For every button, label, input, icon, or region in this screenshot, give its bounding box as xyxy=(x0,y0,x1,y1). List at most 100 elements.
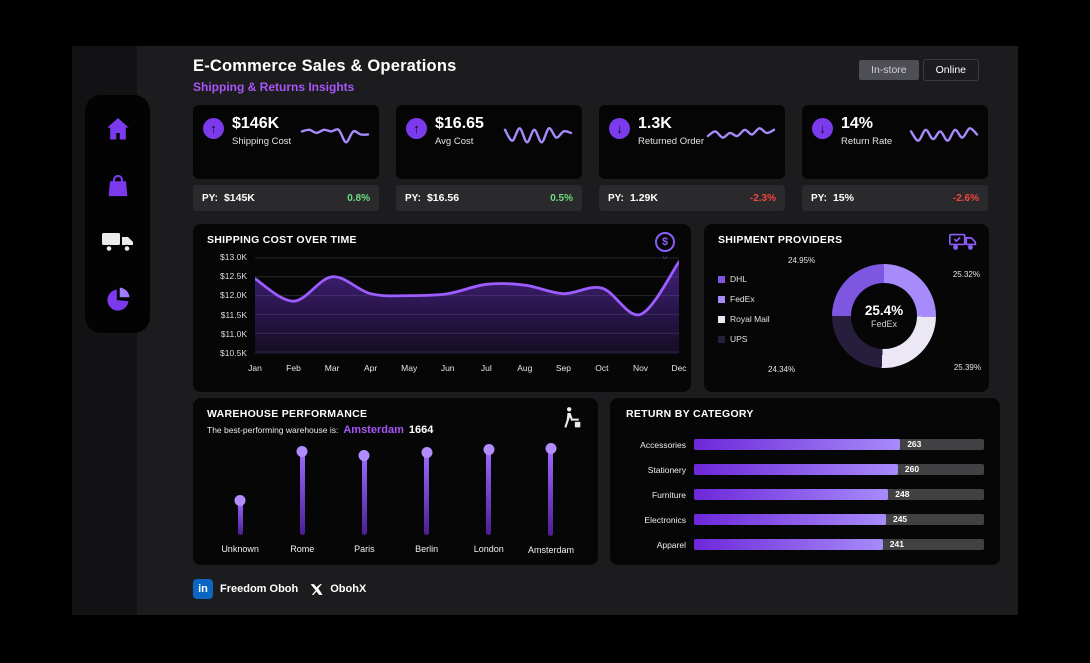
py-delta: -2.6% xyxy=(952,192,979,204)
warehouse-performance-panel: WAREHOUSE PERFORMANCE The best-performin… xyxy=(193,398,598,565)
donut-wrap: 25.4% FedEx xyxy=(832,264,936,368)
lollipop-stem xyxy=(483,444,495,535)
legend-label: UPS xyxy=(730,334,748,344)
warehouse-subtitle: The best-performing warehouse is: Amster… xyxy=(207,424,433,436)
lollipop-column[interactable]: London xyxy=(458,444,520,554)
kpi-row: ↑ $146K Shipping Cost PY: $145K 0.8% ↑ $… xyxy=(193,105,988,211)
kpi-label: Returned Order xyxy=(638,136,705,147)
x-axis-tick: Mar xyxy=(324,363,340,373)
linkedin-icon[interactable]: in xyxy=(193,579,213,599)
lollipop-label: Unknown xyxy=(221,544,259,554)
py-label: PY: xyxy=(811,192,827,204)
lollipop-label: Berlin xyxy=(415,544,439,554)
lollipop-column[interactable]: Unknown xyxy=(209,448,271,554)
kpi-main: ↑ $16.65 Avg Cost xyxy=(396,105,582,179)
bar-track: 245 xyxy=(694,514,984,525)
donut-center-value: 25.4% xyxy=(864,303,904,318)
x-axis-tick: Apr xyxy=(363,363,378,373)
py-delta: 0.5% xyxy=(550,192,573,204)
lollipop-dot xyxy=(296,446,308,457)
credits: in Freedom Oboh ObohX xyxy=(193,579,366,599)
kpi-card-shipping-cost: ↑ $146K Shipping Cost PY: $145K 0.8% xyxy=(193,105,379,211)
delivery-truck-icon xyxy=(101,233,133,253)
bar-track: 241 xyxy=(694,539,984,550)
legend-label: FedEx xyxy=(730,294,755,304)
shipping-cost-panel: SHIPPING COST OVER TIME $ ⌄ $13.0K $12.5K… xyxy=(193,224,691,392)
toggle-in-store[interactable]: In-store xyxy=(859,60,919,80)
middle-row: SHIPPING COST OVER TIME $ ⌄ $13.0K $12.5K… xyxy=(193,224,989,392)
kpi-card-returned-order: ↓ 1.3K Returned Order PY: 1.29K -2.3% xyxy=(599,105,785,211)
legend-item[interactable]: DHL xyxy=(718,274,770,284)
legend-item[interactable]: UPS xyxy=(718,334,770,344)
x-axis-tick: Feb xyxy=(286,363,301,373)
returns-panel-title: RETURN BY CATEGORY xyxy=(626,408,754,420)
delivery-check-icon xyxy=(949,232,977,257)
bar-row: Furniture 248 xyxy=(620,482,984,507)
donut-center-label: FedEx xyxy=(870,319,897,329)
lollipop-stem xyxy=(545,443,557,536)
lollipop-dot xyxy=(358,450,370,461)
x-axis-labels: Jan Feb Mar Apr May Jun Jul Aug Sep Oct Nov Dec xyxy=(248,363,686,375)
legend-swatch xyxy=(718,275,725,283)
lollipop-column[interactable]: Rome xyxy=(271,446,333,554)
y-axis-tick: $12.0K xyxy=(220,290,247,301)
shipment-providers-panel: SHIPMENT PROVIDERS DHL FedEx Royal Mail UPS… xyxy=(704,224,989,392)
x-axis-tick: May xyxy=(401,363,418,373)
nav-item-home[interactable] xyxy=(101,112,135,146)
shipping-cost-area-chart[interactable] xyxy=(255,255,679,355)
bar-row: Electronics 245 xyxy=(620,507,984,532)
nav-item-orders[interactable] xyxy=(101,169,135,203)
toggle-online[interactable]: Online xyxy=(922,59,980,81)
nav-panel xyxy=(85,95,150,333)
y-axis-labels: $13.0K $12.5K $12.0K $11.5K $11.0K $10.5K xyxy=(201,252,247,358)
y-axis-tick: $10.5K xyxy=(220,347,247,358)
bar-category-label: Furniture xyxy=(651,489,686,500)
sparkline-chart xyxy=(300,128,370,144)
nav-item-analytics[interactable] xyxy=(101,282,135,316)
y-axis-tick: $12.5K xyxy=(220,271,247,282)
lollipop-dot xyxy=(421,447,433,458)
py-value: 1.29K xyxy=(629,192,658,204)
x-axis-tick: Jan xyxy=(248,363,262,373)
pie-chart-icon xyxy=(106,287,129,311)
bar-category-label: Stationery xyxy=(647,464,686,475)
donut-center: 25.4% FedEx xyxy=(832,264,936,368)
bar-value-label: 248 xyxy=(895,489,910,499)
x-axis-tick: Sep xyxy=(555,363,571,373)
y-axis-tick: $11.0K xyxy=(220,328,247,339)
bar[interactable] xyxy=(694,489,889,500)
shopping-bag-icon xyxy=(108,174,127,196)
py-delta: 0.8% xyxy=(347,192,370,204)
kpi-card-return-rate: ↓ 14% Return Rate PY: 15% -2.6% xyxy=(802,105,988,211)
bar-value-label: 241 xyxy=(889,539,904,549)
donut-callout-ups: 24.34% xyxy=(768,365,796,374)
sparkline-chart xyxy=(706,127,776,139)
lollipop-column[interactable]: Amsterdam xyxy=(520,443,582,555)
shipping-panel-title: SHIPPING COST OVER TIME xyxy=(207,234,357,246)
lollipop-column[interactable]: Berlin xyxy=(396,447,458,554)
dollar-shipping-icon: $ ⌄ xyxy=(653,232,677,262)
bar-track: 263 xyxy=(694,439,984,450)
py-value: $16.56 xyxy=(426,192,460,204)
kpi-value: 1.3K xyxy=(638,115,672,132)
lollipop-label: Amsterdam xyxy=(527,545,574,555)
lollipop-dot xyxy=(545,443,557,454)
x-icon[interactable] xyxy=(310,583,323,596)
nav-item-shipping[interactable] xyxy=(101,225,135,259)
kpi-label: Shipping Cost xyxy=(232,136,292,147)
legend-item[interactable]: Royal Mail xyxy=(718,314,770,324)
bar[interactable] xyxy=(694,464,898,475)
bar-value-label: 260 xyxy=(904,464,920,474)
dashboard-canvas: E-Commerce Sales & Operations Shipping &… xyxy=(72,46,1018,615)
legend-item[interactable]: FedEx xyxy=(718,294,770,304)
bar[interactable] xyxy=(694,539,883,550)
legend-swatch xyxy=(718,315,725,323)
lollipop-dot xyxy=(234,495,246,506)
warehouse-subtitle-prefix: The best-performing warehouse is: xyxy=(207,425,339,435)
dollar-circle-glyph: $ xyxy=(655,232,675,252)
legend-swatch xyxy=(718,335,725,343)
bar[interactable] xyxy=(694,514,886,525)
lollipop-column[interactable]: Paris xyxy=(333,448,395,554)
bar[interactable] xyxy=(694,439,901,450)
kpi-main: ↓ 1.3K Returned Order xyxy=(599,105,785,179)
